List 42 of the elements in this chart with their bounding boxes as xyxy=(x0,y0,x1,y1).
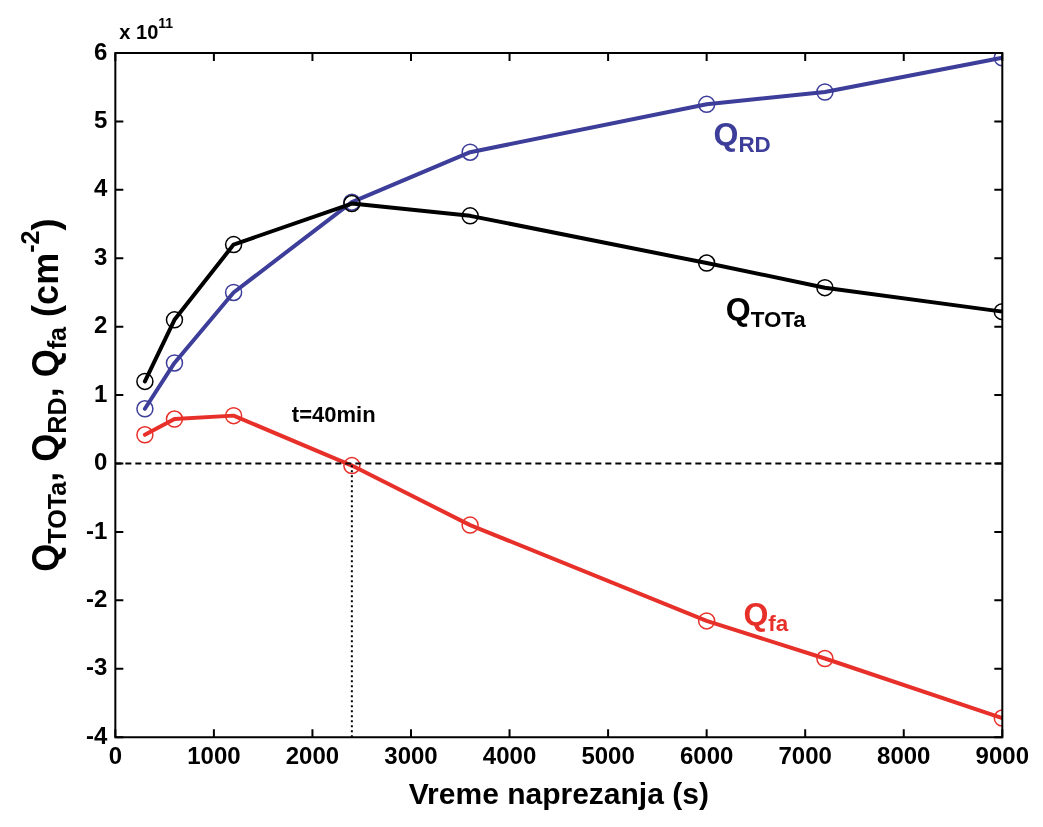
point xyxy=(461,207,479,225)
point xyxy=(461,516,479,534)
x-tick-label: 7000 xyxy=(778,742,832,770)
annotation: t=40min xyxy=(291,401,376,427)
point xyxy=(136,400,154,418)
point xyxy=(816,83,834,101)
point xyxy=(165,354,184,372)
y-tick-label: 5 xyxy=(93,106,108,134)
y-tick-label: -4 xyxy=(86,721,108,749)
point xyxy=(136,372,154,391)
point xyxy=(816,649,834,668)
x-axis-title: Vreme naprezanja (s) xyxy=(408,777,709,811)
x-tick-label: 4000 xyxy=(482,742,537,770)
y-tick-label: 6 xyxy=(93,37,108,65)
x-tick-label: 1000 xyxy=(187,742,241,770)
x-tick-label: 6000 xyxy=(679,742,734,770)
x-tick-label: 5000 xyxy=(581,742,635,770)
point xyxy=(697,95,716,114)
point xyxy=(461,143,479,161)
text: QTOTa, QRD, Qfa (cm-2) xyxy=(15,218,71,572)
x-tick-label: 8000 xyxy=(877,742,931,770)
y-tick-label: -3 xyxy=(86,653,108,681)
point xyxy=(136,426,154,444)
x-tick-label: 2000 xyxy=(285,742,340,770)
point xyxy=(816,278,834,297)
point xyxy=(224,283,243,302)
point xyxy=(224,235,243,254)
y-tick-label: -1 xyxy=(86,516,108,544)
y-tick-label: 2 xyxy=(93,311,108,339)
y-tick-label: -2 xyxy=(86,584,108,612)
point xyxy=(343,456,361,475)
y-tick-label: 3 xyxy=(93,242,108,270)
point xyxy=(165,311,184,329)
y-tick-label: 0 xyxy=(93,448,108,476)
x-tick-label: 3000 xyxy=(384,742,438,770)
point xyxy=(697,254,716,272)
point xyxy=(165,410,184,428)
point xyxy=(697,612,716,630)
x-tick-label: 9000 xyxy=(975,742,1029,770)
point xyxy=(224,406,243,425)
y-tick-label: 4 xyxy=(93,174,108,202)
y-tick-label: 1 xyxy=(93,379,108,407)
